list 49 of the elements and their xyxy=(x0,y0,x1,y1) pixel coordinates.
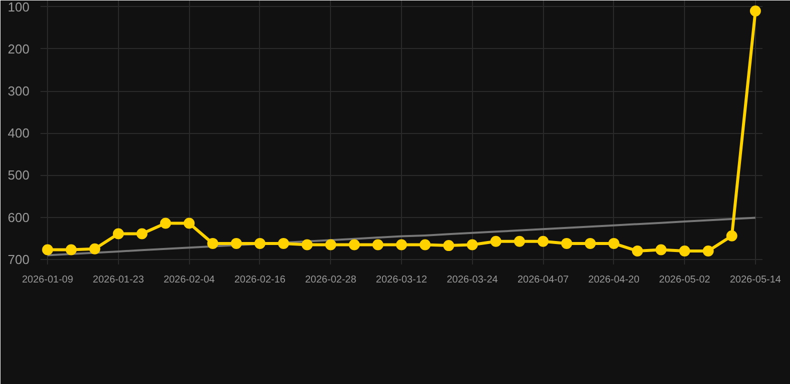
point xyxy=(750,6,761,17)
point xyxy=(112,228,124,240)
point xyxy=(254,238,266,249)
x-tick-label: 2026-02-28 xyxy=(305,274,357,286)
point xyxy=(207,238,218,249)
point xyxy=(348,239,360,250)
x-tick-label: 2026-01-09 xyxy=(22,274,74,286)
point xyxy=(702,246,714,257)
x-tick-label: 2026-04-20 xyxy=(588,274,640,286)
point xyxy=(490,236,502,247)
point xyxy=(561,238,572,249)
y-tick-label: 100 xyxy=(8,0,30,14)
x-tick-label: 2026-05-02 xyxy=(659,274,711,286)
x-tick-label: 2026-03-24 xyxy=(446,274,498,286)
y-tick-label: 600 xyxy=(8,210,30,225)
point xyxy=(325,239,336,250)
point xyxy=(538,236,549,247)
y-tick-label: 300 xyxy=(8,84,30,99)
point xyxy=(632,246,643,257)
point xyxy=(66,244,77,256)
point xyxy=(372,239,384,250)
point xyxy=(514,236,525,247)
x-tick-label: 2026-01-23 xyxy=(92,274,144,286)
x-tick-label: 2026-04-07 xyxy=(517,274,570,286)
point xyxy=(420,239,431,250)
y-tick-label: 400 xyxy=(8,126,30,141)
point xyxy=(302,239,313,250)
point xyxy=(42,244,54,256)
x-tick-label: 2026-02-16 xyxy=(234,274,286,286)
point xyxy=(396,239,407,250)
point xyxy=(726,230,738,242)
y-tick-label: 700 xyxy=(8,252,30,267)
x-tick-label: 2026-03-12 xyxy=(376,274,428,286)
y-tick-label: 500 xyxy=(8,168,30,183)
point xyxy=(89,243,100,254)
point xyxy=(466,239,478,250)
point xyxy=(230,238,242,249)
point xyxy=(443,240,454,252)
point xyxy=(278,238,290,249)
point xyxy=(160,218,172,229)
x-tick-label: 2026-02-04 xyxy=(164,274,216,286)
point xyxy=(184,218,195,229)
point xyxy=(656,244,667,256)
point xyxy=(679,246,690,257)
x-tick-label: 2026-05-14 xyxy=(730,274,782,286)
point xyxy=(608,238,620,249)
point xyxy=(136,228,148,240)
y-tick-label: 200 xyxy=(8,41,30,56)
point xyxy=(584,238,596,249)
